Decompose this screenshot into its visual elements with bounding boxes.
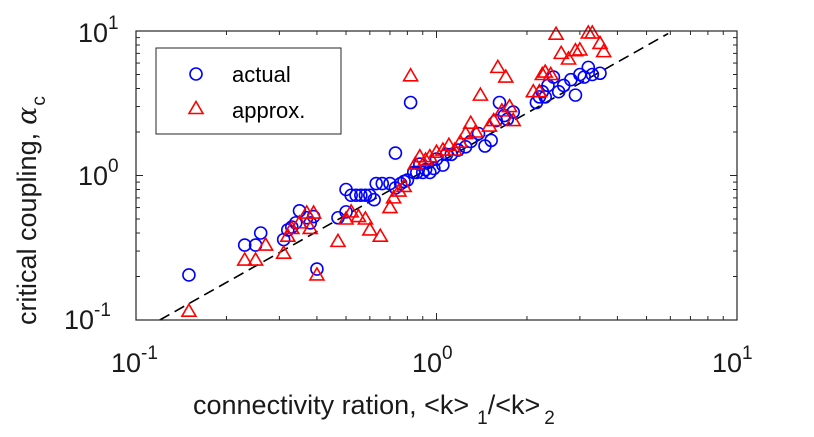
- fit-line-layer: [159, 32, 669, 321]
- approx-point: [434, 141, 452, 156]
- actual-point: [182, 268, 196, 282]
- approx-point: [275, 244, 293, 259]
- actual-point: [410, 165, 424, 180]
- approx-point: [421, 148, 439, 163]
- approx-point: [552, 44, 570, 60]
- approx-point: [489, 58, 507, 74]
- actual-point: [423, 165, 437, 180]
- approx-point: [504, 111, 522, 127]
- y-tick-label-0: 10-1: [64, 300, 111, 335]
- approx-point: [542, 65, 560, 81]
- approx-point: [329, 232, 347, 248]
- actual-point: [339, 205, 353, 219]
- approx-point: [257, 236, 275, 251]
- actual-point: [237, 238, 252, 252]
- actual-point: [354, 188, 368, 203]
- approx-point: [583, 24, 601, 39]
- approx-point: [342, 203, 360, 218]
- actual-point: [367, 192, 381, 207]
- approx-point: [560, 50, 577, 65]
- actual-point: [280, 223, 295, 237]
- approx-point: [371, 227, 389, 243]
- approx-point: [236, 251, 254, 266]
- actual-point: [358, 188, 373, 203]
- approx-point: [428, 143, 445, 158]
- actual-point: [403, 95, 418, 110]
- approx-point: [462, 114, 480, 130]
- approx-point: [533, 65, 551, 81]
- approx-point: [361, 221, 379, 236]
- approx-point: [440, 136, 458, 152]
- approx-point: [247, 251, 264, 266]
- actual-point: [349, 188, 363, 203]
- approx-point: [595, 43, 613, 58]
- legend-box: [155, 47, 342, 135]
- x-tick-label-0: 10-1: [111, 343, 158, 378]
- approx-point: [180, 302, 198, 318]
- axis-ticks-layer: [135, 31, 737, 321]
- actual-point: [568, 88, 583, 102]
- approx-point: [417, 151, 435, 166]
- approx-point: [395, 177, 413, 193]
- approx-point: [571, 41, 589, 56]
- actual-point: [369, 176, 384, 191]
- approx-point: [485, 111, 503, 127]
- actual-point: [375, 176, 390, 191]
- approx-point: [467, 123, 485, 138]
- x-axis-label: connectivity ration, <k> 1/<k> 2: [193, 390, 555, 429]
- actual-point: [388, 146, 403, 160]
- approx-point: [472, 86, 489, 101]
- approx-point: [451, 133, 469, 149]
- approx-point: [497, 68, 515, 83]
- approx-point: [501, 97, 518, 113]
- actual-point: [253, 226, 268, 240]
- actual-point: [593, 66, 607, 81]
- actual-point: [581, 60, 596, 75]
- actual-point: [484, 133, 498, 148]
- x-tick-label-2: 101: [712, 343, 753, 378]
- approx-point: [381, 198, 399, 214]
- approx-point: [457, 125, 475, 140]
- approx-point: [406, 155, 424, 170]
- approx-point: [357, 210, 374, 225]
- legend-marker-approx: [187, 99, 205, 115]
- approx-point: [531, 83, 548, 98]
- approx-point: [301, 219, 319, 235]
- legend-label-actual: actual: [232, 62, 291, 87]
- y-axis-label: critical coupling,αc: [12, 96, 50, 325]
- legend-marker-actual: [189, 67, 203, 81]
- legend: actual approx.: [155, 47, 342, 135]
- approx-point: [591, 34, 609, 50]
- actual-point: [585, 67, 600, 82]
- legend-label-approx: approx.: [232, 98, 305, 123]
- actual-point: [471, 126, 486, 141]
- approx-point: [493, 102, 511, 117]
- approx-point: [337, 210, 355, 225]
- approx-point: [291, 214, 308, 229]
- approx-point: [308, 266, 326, 281]
- approx-point: [305, 204, 323, 219]
- y-tick-label-2: 101: [78, 13, 119, 48]
- data-points-layer: [180, 24, 613, 318]
- approx-point: [567, 42, 584, 57]
- approx-point: [279, 227, 297, 243]
- approx-point: [547, 25, 565, 41]
- actual-point: [344, 188, 358, 203]
- x-tick-label-1: 100: [412, 343, 453, 378]
- y-tick-label-1: 100: [78, 156, 119, 191]
- approx-point: [350, 207, 367, 223]
- approx-point: [390, 182, 408, 197]
- fit-line: [159, 32, 669, 321]
- approx-point: [446, 141, 464, 156]
- approx-point: [402, 67, 419, 82]
- actual-point: [310, 262, 324, 276]
- actual-point: [363, 188, 377, 203]
